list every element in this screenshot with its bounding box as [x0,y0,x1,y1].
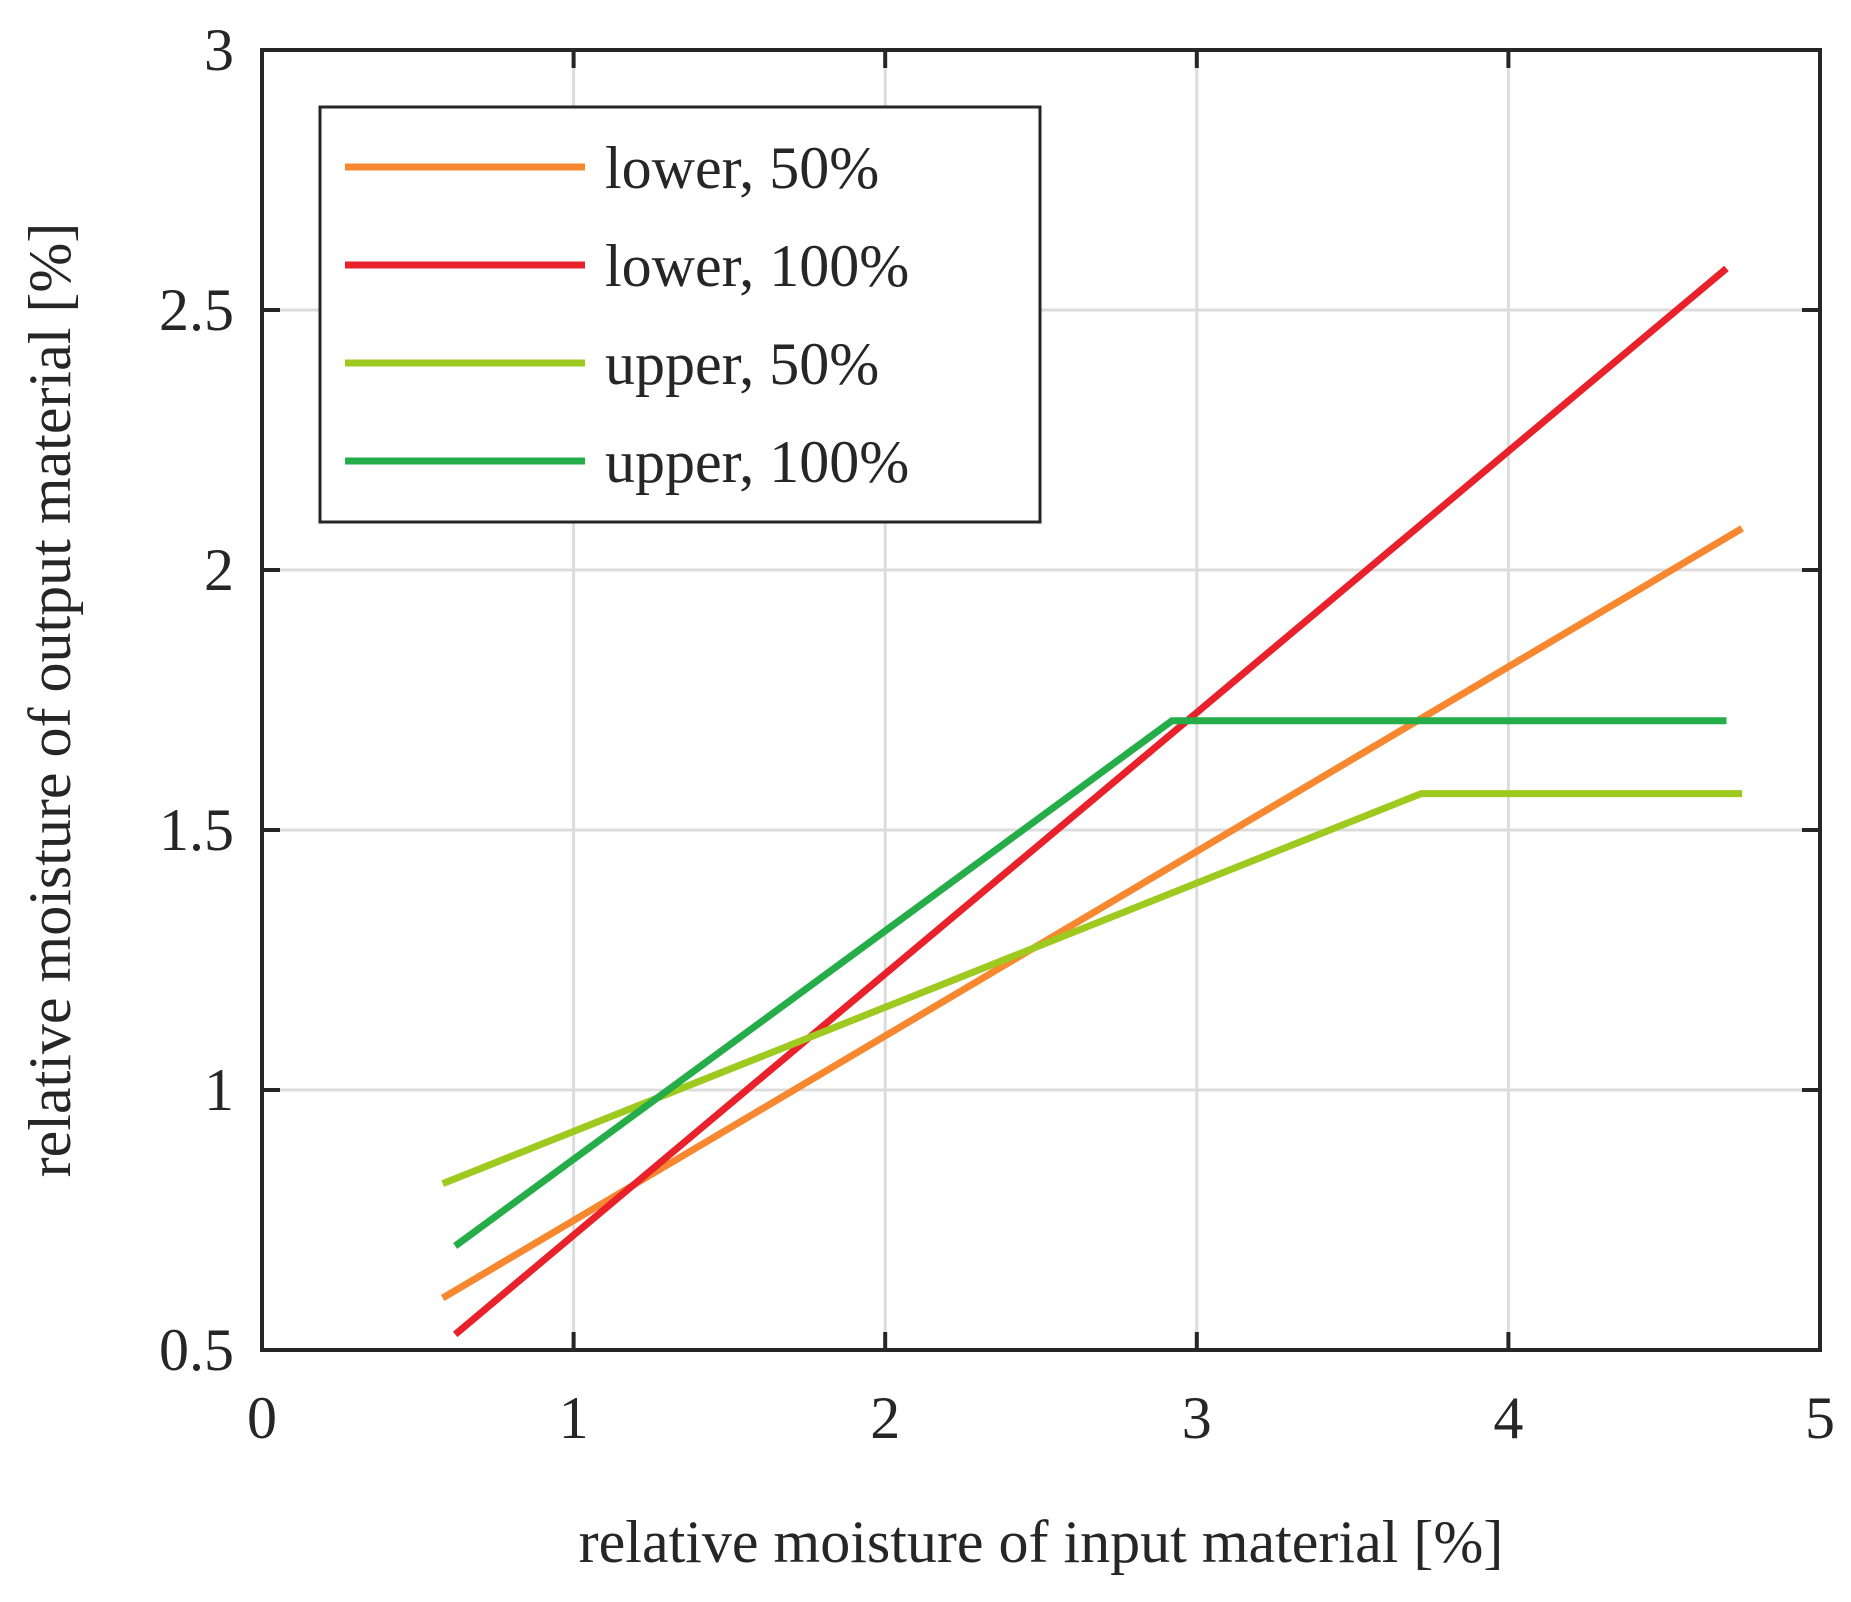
series-line-lower-50 [440,525,1744,1302]
x-tick-label: 3 [1182,1385,1212,1451]
y-tick-label: 1 [204,1057,234,1123]
legend-label-upper-50: upper, 50% [605,331,879,397]
series-layer [440,265,1744,1338]
series-line-upper-100 [453,717,1727,1249]
legend-label-lower-50: lower, 50% [605,135,879,201]
y-tick-label: 2.5 [159,277,234,343]
x-tick-label: 0 [247,1385,277,1451]
axes-box [260,48,1822,1352]
x-tick-label: 2 [870,1385,900,1451]
legend-label-upper-100: upper, 100% [605,429,909,495]
y-tick-label: 0.5 [159,1317,234,1383]
x-axis-label: relative moisture of input material [%] [579,1509,1504,1575]
series-line-lower-100 [452,265,1729,1338]
y-axis-label: relative moisture of output material [%] [17,223,83,1178]
legend-box [318,105,1042,524]
x-tick-label: 5 [1805,1385,1835,1451]
y-tick-label: 3 [204,17,234,83]
legend-entries: lower, 50% lower, 100% upper, 50% upper, 10… [345,135,909,495]
tick-label-layer: 0 1 2 3 4 5 0.5 1 1.5 2 2.5 3 [159,17,1835,1451]
y-tick-label: 2 [204,537,234,603]
legend: lower, 50% lower, 100% upper, 50% upper, 10… [318,105,1042,524]
x-tick-label: 4 [1493,1385,1523,1451]
y-tick-label: 1.5 [159,797,234,863]
x-tick-label: 1 [559,1385,589,1451]
ticks-layer [260,48,1822,1352]
series-line-upper-50 [441,790,1743,1187]
legend-label-lower-100: lower, 100% [605,233,909,299]
